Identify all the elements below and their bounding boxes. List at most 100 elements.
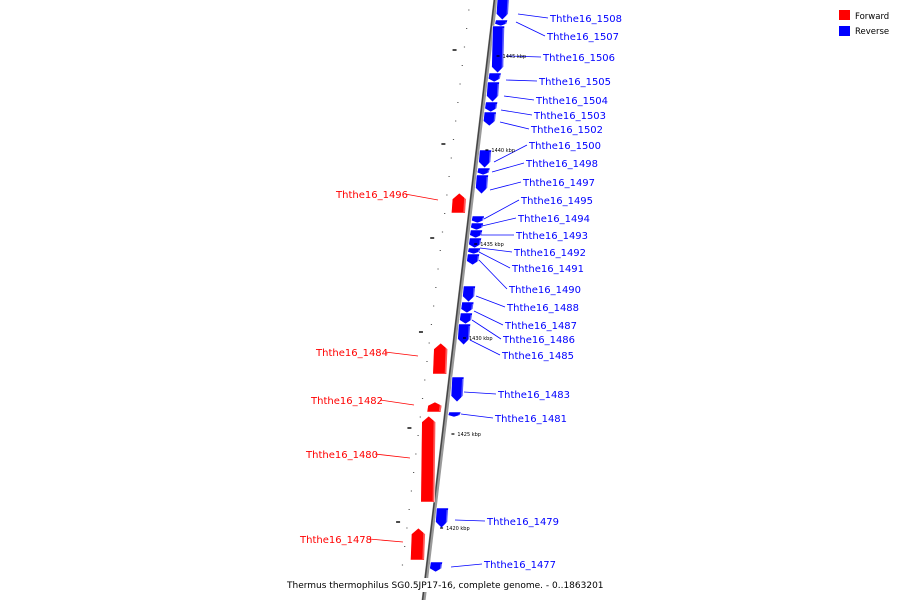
gene-label[interactable]: Ththe16_1482: [310, 396, 383, 407]
gene-features: [410, 0, 510, 573]
gene-feature[interactable]: [462, 285, 476, 303]
gene-shading: [477, 249, 481, 254]
gene-feature[interactable]: [470, 222, 484, 231]
gene-leader-line: [517, 13, 549, 19]
gene-feature[interactable]: [460, 301, 475, 314]
gene-label[interactable]: Ththe16_1491: [511, 264, 584, 275]
gene-label[interactable]: Ththe16_1504: [535, 96, 608, 107]
position-label: 1420 kbp: [446, 526, 470, 532]
gene-feature[interactable]: [450, 192, 467, 214]
gene-shading: [461, 378, 465, 402]
gene-label[interactable]: Ththe16_1495: [520, 196, 593, 207]
gene-shading: [469, 314, 473, 324]
gene-feature[interactable]: [466, 253, 480, 266]
gene-leader-line: [384, 351, 419, 357]
gene-feature[interactable]: [482, 111, 497, 127]
gene-shading: [493, 113, 497, 126]
gene-feature[interactable]: [426, 401, 443, 413]
gene-feature[interactable]: [410, 527, 426, 561]
position-labels: 1445 kbp 1440 kbp 1435 kbp 1430 kbp 1425 kbp…: [440, 54, 526, 532]
legend-reverse-swatch: [839, 26, 850, 36]
gene-feature[interactable]: [429, 561, 443, 573]
gene-feature[interactable]: [487, 72, 502, 83]
gene-label[interactable]: Ththe16_1505: [538, 77, 611, 88]
tick-marks: [396, 9, 470, 566]
gene-feature[interactable]: [484, 101, 499, 113]
gene-feature[interactable]: [467, 247, 481, 255]
gene-label[interactable]: Ththe16_1500: [528, 141, 601, 152]
gene-label[interactable]: Ththe16_1493: [515, 231, 588, 242]
gene-label[interactable]: Ththe16_1486: [502, 335, 575, 346]
gene-feature[interactable]: [486, 81, 500, 103]
gene-label[interactable]: Ththe16_1494: [517, 214, 590, 225]
gene-leader-line: [491, 162, 525, 173]
gene-label[interactable]: Ththe16_1477: [483, 560, 556, 571]
gene-feature[interactable]: [495, 0, 510, 21]
gene-label[interactable]: Ththe16_1479: [486, 517, 559, 528]
gene-label[interactable]: Ththe16_1503: [533, 111, 606, 122]
gene-shading: [463, 194, 467, 213]
gene-shading: [496, 83, 500, 102]
gene-label[interactable]: Ththe16_1498: [525, 159, 598, 170]
gene-feature[interactable]: [420, 415, 437, 503]
gene-leader-line: [471, 319, 502, 340]
gene-leader-line: [489, 181, 522, 191]
gene-leader-line: [475, 295, 506, 308]
gene-shading: [494, 103, 498, 112]
gene-leader-line: [450, 563, 483, 568]
gene-shading: [506, 0, 510, 20]
gene-shading: [467, 325, 471, 345]
gene-shading: [498, 74, 502, 82]
position-label: 1445 kbp: [503, 54, 527, 60]
gene-leader-line: [505, 79, 538, 82]
gene-label[interactable]: Ththe16_1480: [305, 450, 378, 461]
gene-label[interactable]: Ththe16_1487: [504, 321, 577, 332]
gene-shading: [472, 287, 476, 302]
backbone-line: [421, 0, 496, 600]
gene-feature[interactable]: [475, 174, 489, 195]
gene-shading: [478, 239, 482, 248]
gene-feature[interactable]: [457, 323, 471, 346]
gene-shading: [479, 231, 483, 238]
gene-label[interactable]: Ththe16_1506: [542, 53, 615, 64]
gene-leader-line: [483, 199, 520, 220]
gene-leader-line: [479, 247, 513, 253]
gene-feature[interactable]: [450, 376, 465, 403]
gene-feature[interactable]: [432, 342, 449, 375]
gene-shading: [432, 417, 436, 502]
gene-label[interactable]: Ththe16_1502: [530, 125, 603, 136]
gene-label[interactable]: Ththe16_1481: [494, 414, 567, 425]
gene-label[interactable]: Ththe16_1508: [549, 14, 622, 25]
gene-label[interactable]: Ththe16_1497: [522, 178, 595, 189]
gene-leader-line: [460, 413, 494, 419]
gene-label[interactable]: Ththe16_1483: [497, 390, 570, 401]
gene-label[interactable]: Ththe16_1478: [299, 535, 372, 546]
gene-label[interactable]: Ththe16_1488: [506, 303, 579, 314]
gene-feature[interactable]: [435, 507, 449, 529]
gene-label[interactable]: Ththe16_1496: [335, 190, 408, 201]
gene-feature[interactable]: [469, 229, 483, 239]
gene-label[interactable]: Ththe16_1492: [513, 248, 586, 259]
gene-feature[interactable]: [468, 237, 482, 249]
gene-leader-line: [404, 193, 439, 201]
gene-feature[interactable]: [478, 149, 492, 169]
gene-feature[interactable]: [459, 312, 473, 325]
gene-label[interactable]: Ththe16_1507: [546, 32, 619, 43]
gene-leader-line: [473, 310, 504, 326]
gene-feature[interactable]: [494, 19, 509, 27]
gene-shading: [504, 21, 508, 26]
gene-label[interactable]: Ththe16_1490: [508, 285, 581, 296]
position-label: 1425 kbp: [457, 432, 481, 438]
gene-feature[interactable]: [447, 411, 462, 418]
gene-feature[interactable]: [491, 25, 505, 74]
gene-label[interactable]: Ththe16_1484: [315, 348, 388, 359]
gene-leader-line: [463, 391, 497, 395]
position-label: 1430 kbp: [469, 336, 493, 342]
gene-feature[interactable]: [471, 215, 485, 224]
gene-feature[interactable]: [476, 167, 491, 176]
genome-caption: Thermus thermophilus SG0.5JP17-16, compl…: [286, 581, 604, 591]
legend-forward-swatch: [839, 10, 850, 20]
gene-label[interactable]: Ththe16_1485: [501, 351, 574, 362]
gene-shading: [439, 563, 443, 572]
